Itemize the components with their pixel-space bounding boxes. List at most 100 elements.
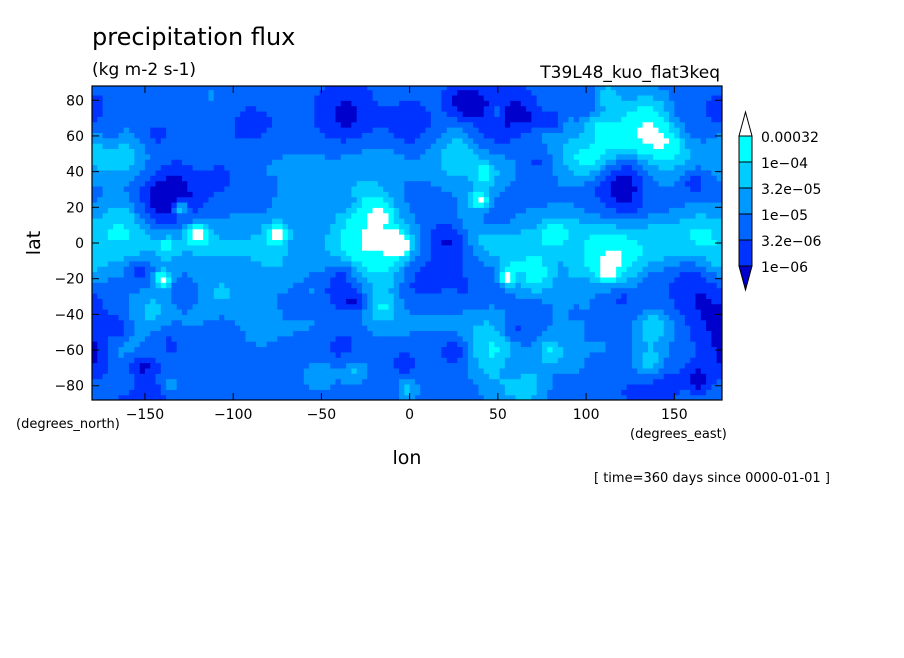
heatmap-cell (478, 196, 485, 203)
heatmap-cell (499, 207, 506, 214)
heatmap-cell (245, 137, 252, 144)
heatmap-cell (441, 185, 448, 192)
heatmap-cell (346, 330, 353, 337)
heatmap-cell (362, 341, 368, 348)
heatmap-cell (452, 132, 458, 139)
heatmap-cell (489, 287, 495, 294)
heatmap-cell (483, 148, 490, 155)
heatmap-cell (404, 86, 411, 91)
heatmap-cell (197, 303, 204, 310)
heatmap-cell (155, 330, 162, 337)
heatmap-cell (324, 153, 331, 160)
heatmap-cell (372, 309, 379, 315)
heatmap-cell (134, 223, 141, 230)
heatmap-cell (298, 282, 305, 289)
heatmap-cell (309, 218, 315, 224)
heatmap-cell (266, 201, 273, 208)
heatmap-cell (250, 196, 257, 203)
heatmap-cell (324, 309, 331, 315)
heatmap-cell (504, 378, 511, 385)
heatmap-cell (420, 309, 427, 315)
heatmap-cell (139, 110, 146, 117)
heatmap-cell (319, 127, 326, 133)
heatmap-cell (330, 121, 337, 128)
heatmap-cell (520, 282, 527, 289)
heatmap-cell (441, 94, 448, 101)
heatmap-cell (213, 143, 220, 150)
heatmap-cell (129, 153, 135, 160)
heatmap-cell (245, 367, 252, 374)
heatmap-cell (287, 255, 294, 262)
heatmap-cell (293, 218, 300, 224)
heatmap-cell (203, 132, 210, 139)
heatmap-cell (187, 169, 194, 176)
heatmap-cell (330, 373, 337, 380)
heatmap-cell (372, 207, 379, 214)
heatmap-cell (388, 100, 395, 107)
heatmap-cell (356, 228, 363, 235)
heatmap-cell (420, 319, 427, 326)
heatmap-cell (123, 159, 130, 166)
heatmap-cell (414, 94, 421, 101)
heatmap-cell (520, 244, 527, 251)
heatmap-cell (356, 121, 363, 128)
heatmap-cell (362, 89, 368, 96)
heatmap-cell (240, 143, 247, 150)
heatmap-cell (250, 367, 257, 374)
heatmap-cell (102, 325, 109, 332)
heatmap-cell (176, 351, 183, 358)
heatmap-cell (187, 335, 194, 342)
heatmap-cell (155, 314, 162, 321)
heatmap-cell (388, 373, 395, 380)
heatmap-cell (478, 389, 485, 396)
heatmap-cell (309, 244, 315, 251)
heatmap-cell (208, 223, 215, 230)
heatmap-cell (388, 89, 395, 96)
heatmap-cell (272, 255, 278, 262)
heatmap-cell (92, 266, 98, 273)
heatmap-cell (166, 394, 173, 400)
heatmap-cell (393, 271, 400, 278)
heatmap-cell (176, 373, 183, 380)
heatmap-cell (383, 89, 390, 96)
heatmap-cell (224, 100, 231, 107)
heatmap-cell (356, 191, 363, 198)
heatmap-cell (134, 94, 141, 101)
heatmap-cell (425, 389, 432, 396)
heatmap-cell (224, 143, 231, 150)
heatmap-cell (229, 175, 236, 182)
heatmap-cell (171, 351, 178, 358)
heatmap-cell (467, 330, 474, 337)
heatmap-cell (102, 148, 109, 155)
heatmap-cell (335, 260, 342, 267)
heatmap-cell (245, 132, 252, 139)
heatmap-cell (250, 185, 257, 192)
heatmap-cell (520, 105, 527, 112)
heatmap-cell (144, 212, 151, 219)
heatmap-cell (256, 314, 263, 321)
heatmap-cell (150, 239, 157, 246)
heatmap-cell (139, 234, 146, 241)
heatmap-cell (351, 341, 358, 348)
heatmap-cell (462, 191, 469, 198)
heatmap-cell (298, 341, 305, 348)
heatmap-cell (324, 185, 331, 192)
heatmap-cell (340, 105, 347, 112)
heatmap-cell (340, 389, 347, 396)
heatmap-cell (441, 132, 448, 139)
heatmap-cell (346, 303, 353, 310)
heatmap-cell (319, 234, 326, 241)
heatmap-cell (277, 89, 284, 96)
heatmap-cell (499, 191, 506, 198)
heatmap-cell (144, 346, 151, 353)
heatmap-cell (473, 292, 480, 299)
heatmap-cell (346, 378, 353, 385)
heatmap-cell (319, 228, 326, 235)
heatmap-cell (467, 325, 474, 332)
heatmap-cell (494, 325, 501, 332)
heatmap-cell (287, 383, 294, 390)
heatmap-cell (420, 137, 427, 144)
heatmap-cell (372, 212, 379, 219)
heatmap-cell (314, 292, 321, 299)
heatmap-cell (393, 325, 400, 332)
